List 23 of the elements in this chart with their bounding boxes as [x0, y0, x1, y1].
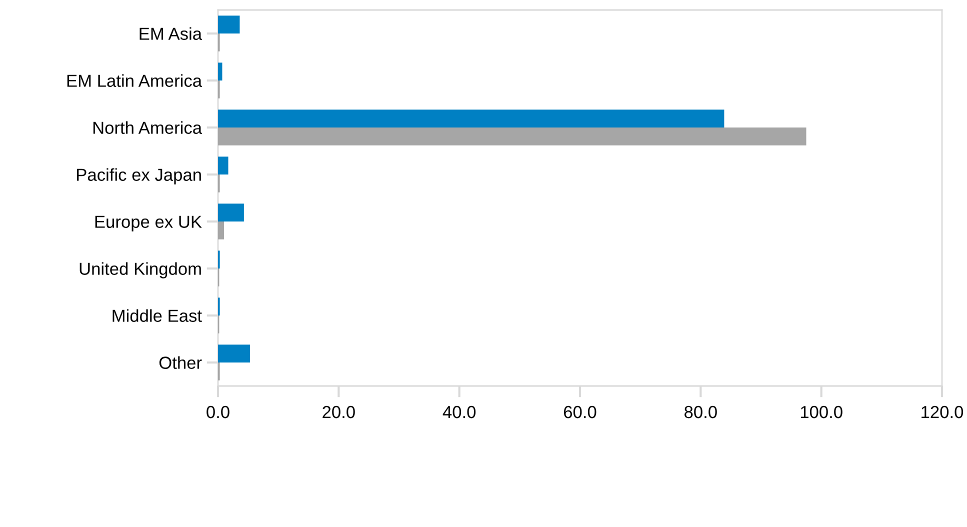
- y-tick-label: EM Latin America: [67, 74, 202, 87]
- y-tick-label: EM Asia: [140, 27, 202, 40]
- bar: [218, 128, 806, 146]
- bar: [218, 222, 224, 240]
- y-tick-label: Europe ex UK: [95, 216, 202, 232]
- bar: [218, 110, 724, 128]
- x-tick-label: 60.0: [564, 406, 596, 418]
- bar: [218, 344, 250, 362]
- y-tick-label: North America: [93, 121, 202, 134]
- bar: [218, 62, 222, 80]
- bar: [218, 156, 228, 174]
- y-tick-label: Pacific ex Japan: [77, 168, 201, 184]
- x-tick-label: 40.0: [442, 406, 476, 418]
- y-tick-label: United Kingdom: [80, 262, 201, 278]
- y-tick-label: Middle East: [112, 309, 202, 322]
- x-tick-label: 80.0: [684, 406, 717, 418]
- x-tick-label: 20.0: [322, 406, 355, 418]
- x-tick-label: 0.0: [206, 406, 230, 418]
- bar: [218, 16, 240, 34]
- x-tick-label: 100.0: [800, 406, 842, 418]
- y-tick-label: Other: [159, 356, 202, 369]
- bar: [218, 204, 244, 222]
- x-tick-label: 120.0: [922, 406, 964, 418]
